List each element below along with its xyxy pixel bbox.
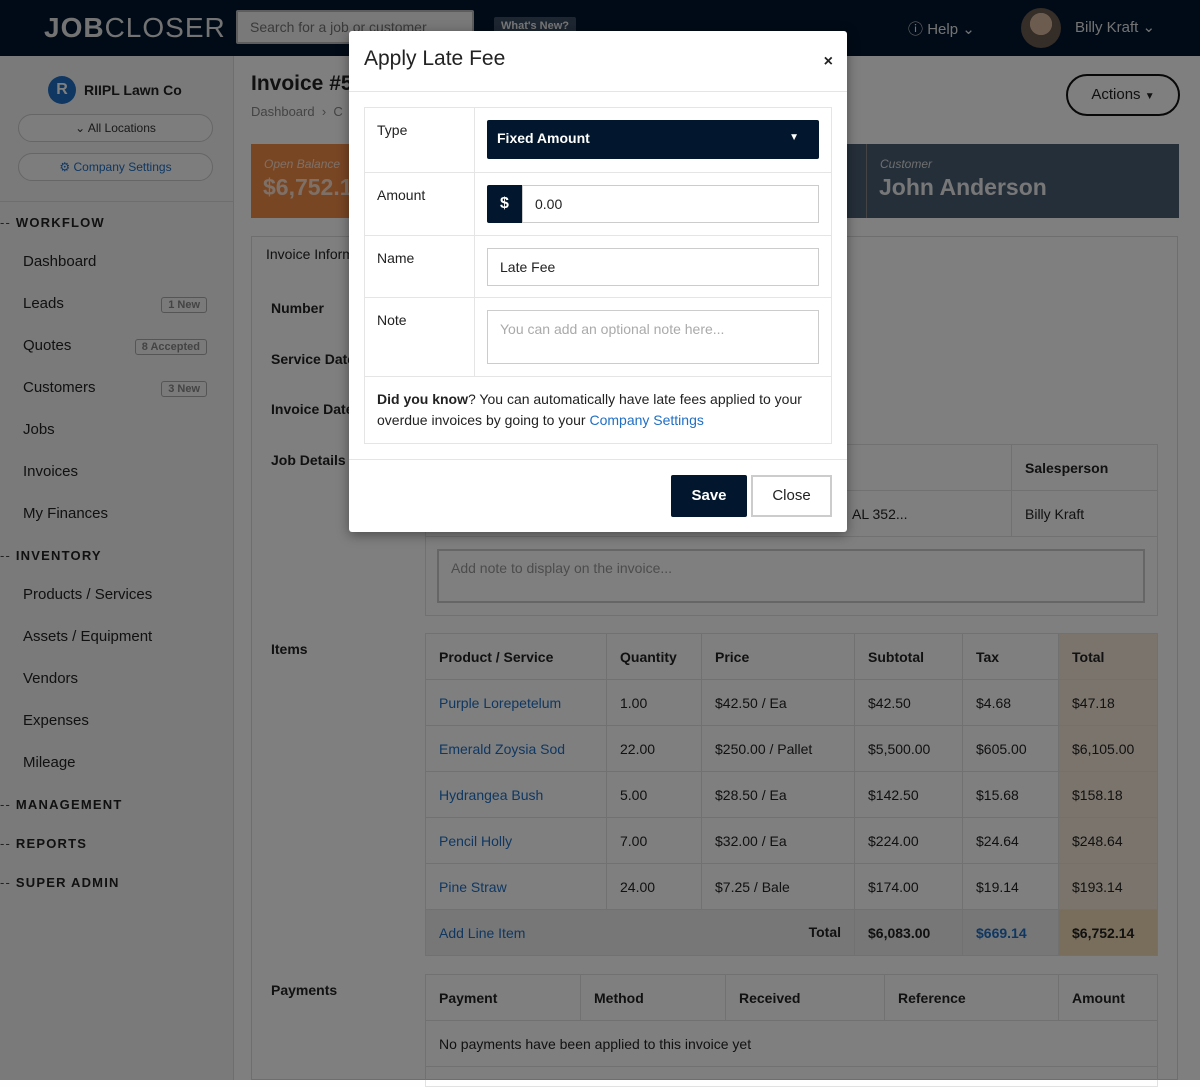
company-settings-link[interactable]: Company Settings xyxy=(589,412,704,428)
name-label: Name xyxy=(365,236,475,297)
name-input[interactable] xyxy=(487,248,819,286)
close-icon[interactable]: × xyxy=(823,53,833,70)
close-button[interactable]: Close xyxy=(751,475,832,517)
type-label: Type xyxy=(365,108,475,172)
caret-down-icon: ▼ xyxy=(789,132,799,143)
amount-input[interactable] xyxy=(522,185,819,223)
save-button[interactable]: Save xyxy=(671,475,747,517)
apply-late-fee-modal: Apply Late Fee × Type Fixed Amount ▼ Amount… xyxy=(349,31,847,532)
amount-label: Amount xyxy=(365,173,475,235)
type-select[interactable]: Fixed Amount ▼ xyxy=(487,120,819,159)
note-textarea[interactable]: You can add an optional note here... xyxy=(487,310,819,364)
note-label: Note xyxy=(365,298,475,376)
dollar-icon: $ xyxy=(487,185,522,223)
modal-title: Apply Late Fee xyxy=(364,47,506,70)
did-you-know-text: Did you know? You can automatically have… xyxy=(377,391,802,428)
